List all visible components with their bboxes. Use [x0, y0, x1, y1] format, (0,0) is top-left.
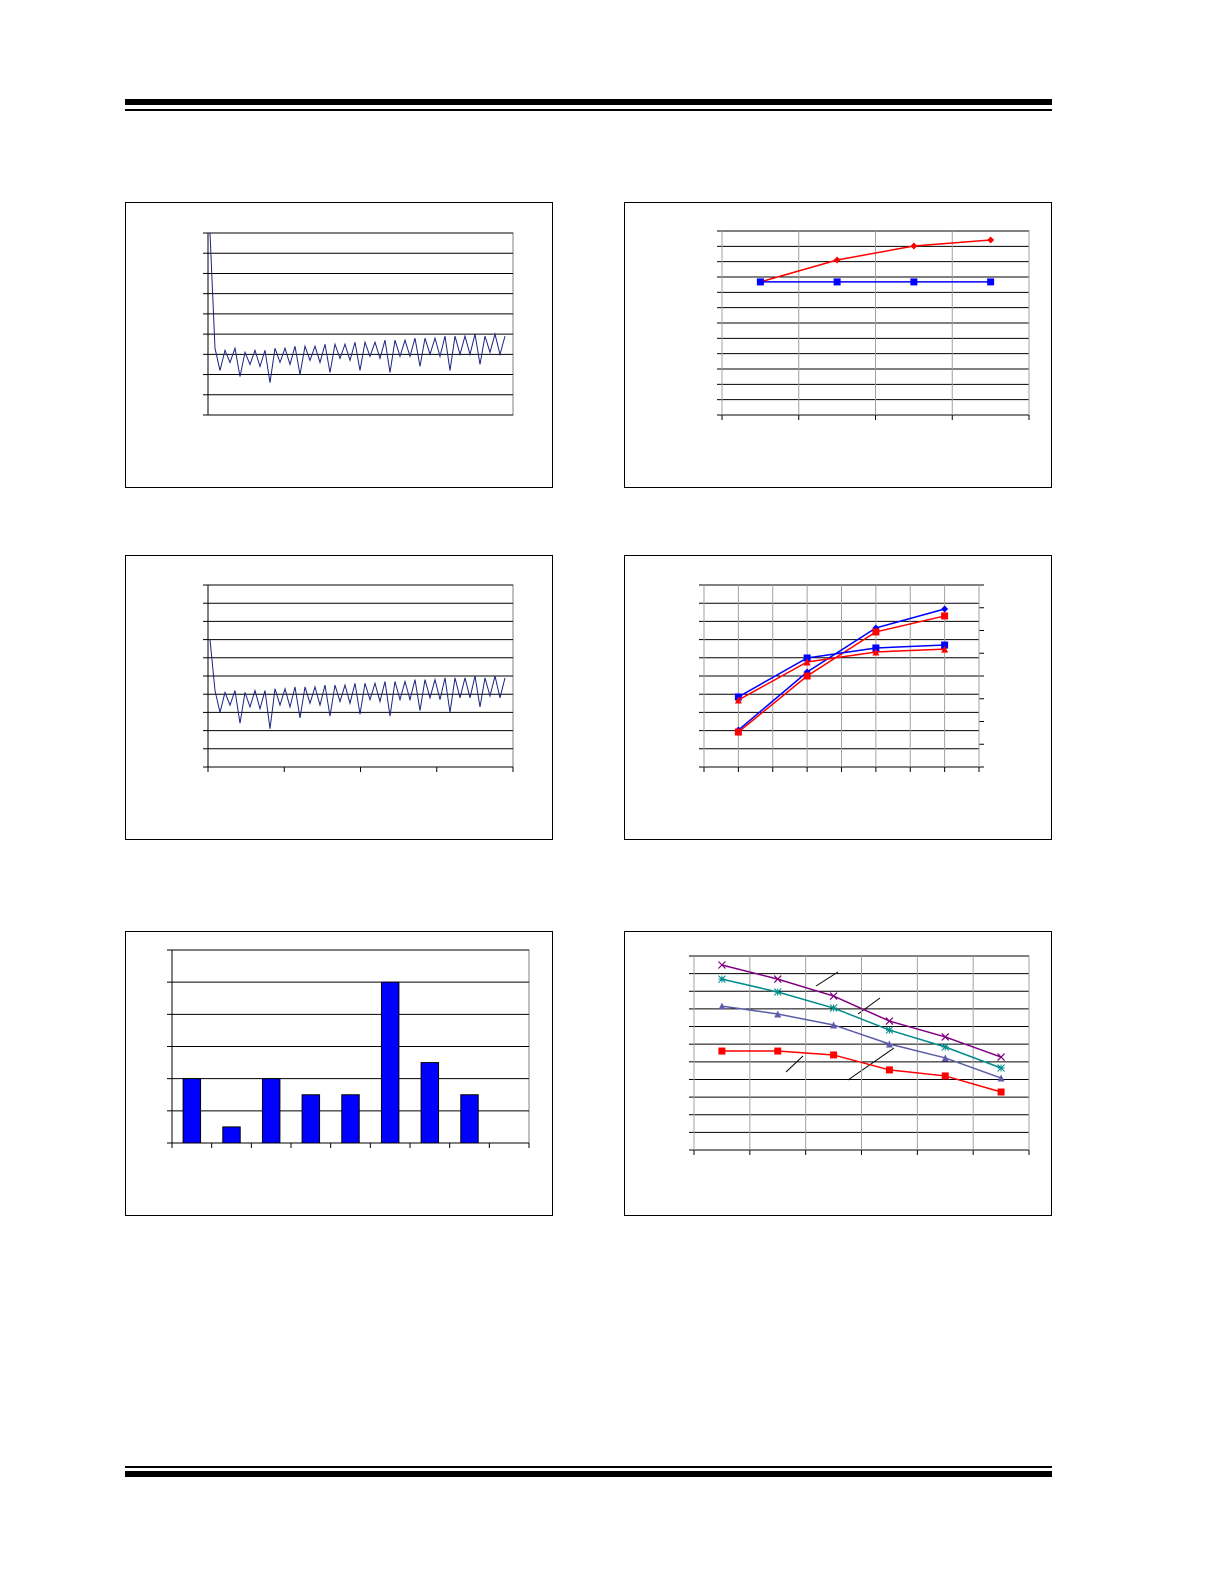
- marker: [941, 1072, 949, 1080]
- series-line: [737, 608, 945, 731]
- series-line: [721, 964, 1002, 1058]
- series-line: [738, 648, 945, 701]
- marker: [910, 242, 918, 250]
- series-line: [721, 1005, 1002, 1079]
- series-line: [209, 639, 506, 729]
- marker: [910, 278, 918, 286]
- series-line: [209, 232, 506, 383]
- marker: [774, 1010, 782, 1018]
- marker: [833, 256, 841, 264]
- marker: [829, 992, 838, 1000]
- marker: [941, 1054, 949, 1062]
- marker: [830, 1051, 838, 1059]
- bar: [380, 981, 400, 1144]
- marker: [997, 1053, 1006, 1061]
- bar: [420, 1062, 440, 1144]
- marker: [830, 1021, 838, 1029]
- chart-box: [624, 931, 1052, 1216]
- marker: [941, 641, 949, 649]
- marker: [885, 1040, 893, 1048]
- series-line: [737, 615, 945, 733]
- marker: [872, 628, 880, 636]
- marker: [987, 278, 995, 286]
- marker: [987, 236, 995, 244]
- chart-box: [125, 202, 553, 488]
- bar: [301, 1094, 321, 1144]
- marker: [885, 1017, 894, 1026]
- bar: [341, 1094, 360, 1144]
- marker: [803, 658, 811, 666]
- series-line: [760, 239, 991, 283]
- marker: [718, 975, 726, 983]
- bar: [222, 1126, 241, 1144]
- marker: [773, 975, 782, 984]
- chart-box: [624, 202, 1052, 488]
- plot-area: [207, 232, 514, 416]
- marker: [718, 1047, 726, 1055]
- marker: [734, 728, 742, 736]
- series-line: [721, 1050, 1002, 1093]
- series-line: [738, 644, 945, 698]
- marker: [774, 1047, 782, 1055]
- arrow: [785, 1055, 804, 1073]
- marker: [941, 1033, 950, 1041]
- marker: [803, 654, 811, 662]
- series-line: [721, 978, 1002, 1069]
- marker: [997, 1088, 1005, 1096]
- marker: [803, 672, 811, 680]
- marker: [718, 1002, 726, 1010]
- chart-box: [125, 555, 553, 840]
- marker: [941, 645, 949, 653]
- footer-rule: [125, 1471, 1052, 1477]
- marker: [941, 605, 949, 613]
- marker: [997, 1064, 1005, 1072]
- marker: [833, 278, 841, 286]
- arrow: [847, 1047, 895, 1081]
- bar: [182, 1078, 202, 1144]
- bar: [460, 1094, 479, 1144]
- marker: [941, 1043, 950, 1051]
- marker: [756, 278, 764, 286]
- marker: [773, 988, 782, 996]
- chart-box: [624, 555, 1052, 840]
- marker: [885, 1066, 893, 1074]
- marker: [872, 648, 880, 656]
- marker: [734, 696, 742, 704]
- arrow: [815, 971, 839, 987]
- marker: [717, 961, 726, 969]
- marker: [997, 1074, 1005, 1082]
- marker: [829, 1004, 838, 1012]
- marker: [872, 644, 880, 652]
- header-rule: [125, 99, 1052, 105]
- footer-rule-thin: [125, 1466, 1052, 1468]
- marker: [941, 612, 949, 620]
- marker: [885, 1026, 894, 1034]
- chart-box: [125, 931, 553, 1216]
- bar: [261, 1078, 281, 1144]
- header-rule-thin: [125, 109, 1052, 111]
